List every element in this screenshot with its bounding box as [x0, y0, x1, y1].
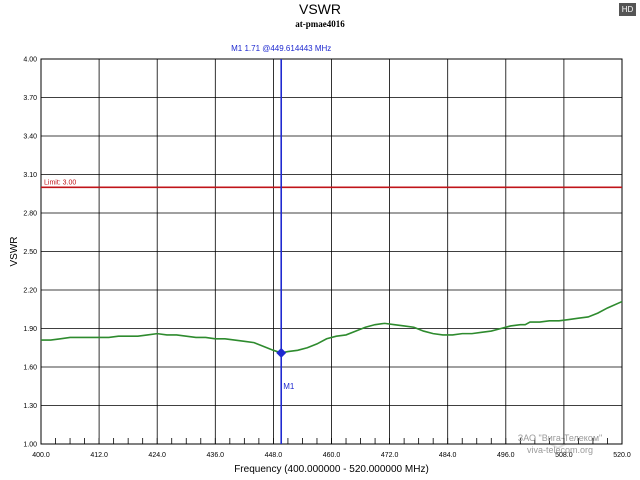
- x-tick-label: 460.0: [323, 452, 341, 459]
- x-tick-label: 436.0: [207, 452, 225, 459]
- y-tick-label: 3.70: [23, 95, 37, 102]
- x-tick-label: 424.0: [148, 452, 166, 459]
- x-tick-label: 472.0: [381, 452, 399, 459]
- y-tick-label: 2.20: [23, 288, 37, 295]
- x-tick-label: 496.0: [497, 452, 515, 459]
- x-axis-label: Frequency (400.000000 - 520.000000 MHz): [234, 464, 429, 475]
- x-tick-label: 400.0: [32, 452, 50, 459]
- y-tick-label: 3.10: [23, 172, 37, 179]
- y-axis-label: VSWR: [9, 237, 20, 267]
- y-tick-label: 3.40: [23, 134, 37, 141]
- marker-name: M1: [283, 382, 295, 391]
- x-tick-label: 520.0: [613, 452, 631, 459]
- watermark-company: ЗАО "Вига-Телеком": [518, 433, 602, 443]
- y-tick-label: 2.50: [23, 249, 37, 256]
- marker-point: [276, 347, 287, 358]
- y-tick-label: 1.30: [23, 403, 37, 410]
- limit-label: Limit: 3.00: [44, 179, 76, 186]
- watermark-site: viva-telecom.org: [527, 445, 593, 455]
- x-tick-label: 484.0: [439, 452, 457, 459]
- plot-area: 400.0 412.0 424.0 436.0 448.0 460.0 472.0 484.0…: [9, 44, 631, 475]
- chart-title: VSWR: [299, 1, 341, 17]
- x-tick-label: 448.0: [265, 452, 283, 459]
- y-tick-label: 4.00: [23, 57, 37, 64]
- x-tick-label: 412.0: [90, 452, 108, 459]
- vswr-series-line: [41, 300, 623, 354]
- x-tick-label: 508.0: [555, 452, 573, 459]
- y-tick-label: 1.00: [23, 442, 37, 449]
- y-tick-label: 2.80: [23, 211, 37, 218]
- hd-badge[interactable]: HD: [619, 3, 636, 16]
- chart-subtitle: at-pmae4016: [295, 19, 345, 29]
- y-tick-label: 1.90: [23, 326, 37, 333]
- y-tick-label: 1.60: [23, 365, 37, 372]
- marker-readout: M1 1.71 @449.614443 MHz: [231, 44, 331, 53]
